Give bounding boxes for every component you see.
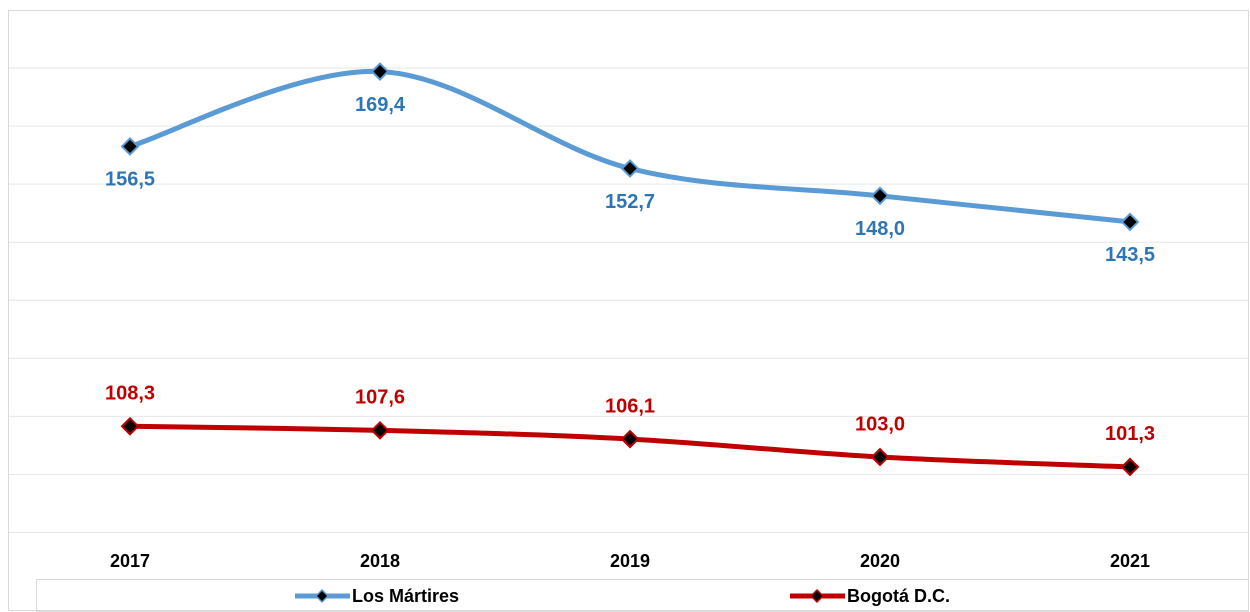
data-label: 101,3 (1105, 423, 1155, 445)
marker (120, 416, 140, 436)
marker (370, 420, 390, 440)
marker (1120, 457, 1140, 477)
legend-marker (809, 588, 825, 604)
marker (120, 137, 140, 156)
x-tick-label: 2019 (610, 551, 650, 571)
legend-label: Los Mártires (352, 586, 459, 606)
x-tick-label: 2020 (860, 551, 900, 571)
data-label: 103,0 (855, 413, 905, 435)
marker (1120, 212, 1140, 232)
data-label: 156,5 (105, 169, 155, 191)
data-label: 107,6 (355, 387, 405, 409)
data-label: 148,0 (855, 218, 905, 240)
x-tick-label: 2021 (1110, 551, 1150, 571)
marker (870, 186, 890, 206)
marker (620, 159, 640, 178)
x-tick-label: 2017 (110, 551, 150, 571)
legend-marker (314, 588, 330, 604)
marker (870, 447, 890, 467)
data-label: 143,5 (1105, 244, 1155, 266)
data-label: 108,3 (105, 383, 155, 405)
data-label: 106,1 (605, 395, 655, 417)
x-tick-label: 2018 (360, 551, 400, 571)
marker (370, 62, 390, 81)
marker (620, 429, 640, 449)
chart-border (8, 10, 1249, 611)
legend-label: Bogotá D.C. (847, 586, 950, 606)
data-label: 152,7 (605, 191, 655, 213)
data-label: 169,4 (355, 94, 406, 116)
